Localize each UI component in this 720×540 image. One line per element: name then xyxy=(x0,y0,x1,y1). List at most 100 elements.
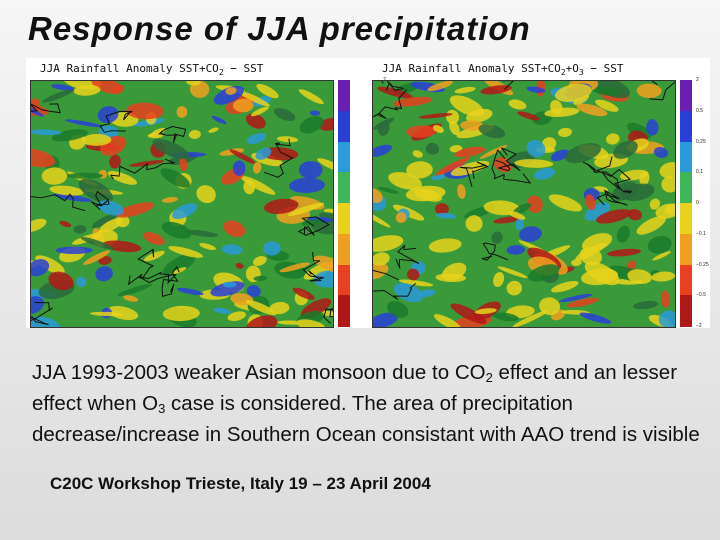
coastline xyxy=(596,189,628,206)
anomaly-blob xyxy=(142,232,165,245)
anomaly-blob xyxy=(252,256,267,266)
anomaly-blob xyxy=(406,161,433,179)
anomaly-blob xyxy=(73,84,101,96)
anomaly-blob xyxy=(395,212,407,224)
coastline xyxy=(109,158,175,180)
anomaly-blob xyxy=(245,299,277,316)
anomaly-blob xyxy=(221,244,243,255)
colorbar-segment xyxy=(338,264,350,296)
anomaly-blob xyxy=(449,145,463,153)
coastline xyxy=(99,110,133,133)
anomaly-blob xyxy=(237,90,271,107)
panel-title-co2-o3: JJA Rainfall Anomaly SST+CO2+O3 − SST xyxy=(382,62,624,78)
anomaly-blob xyxy=(225,87,237,95)
anomaly-blob xyxy=(296,319,326,327)
anomaly-blob xyxy=(627,209,643,221)
anomaly-blob xyxy=(49,185,85,196)
panel-title-co2: JJA Rainfall Anomaly SST+CO2 − SST xyxy=(40,62,264,78)
anomaly-blob xyxy=(235,262,244,269)
anomaly-blob xyxy=(515,217,524,231)
anomaly-blob xyxy=(41,167,68,185)
anomaly-blob xyxy=(129,160,165,167)
anomaly-blob xyxy=(373,144,393,157)
anomaly-blob xyxy=(152,138,190,159)
anomaly-blob xyxy=(65,119,103,128)
anomaly-blob xyxy=(514,159,554,168)
anomaly-blob xyxy=(126,102,164,120)
anomaly-blob xyxy=(435,157,470,176)
anomaly-blob xyxy=(144,250,165,262)
colorbar-segment xyxy=(338,203,350,235)
anomaly-blob xyxy=(592,86,623,96)
anomaly-blob xyxy=(435,273,466,283)
anomaly-blob xyxy=(596,209,632,224)
coastline xyxy=(582,161,620,190)
anomaly-blob xyxy=(150,127,166,137)
anomaly-blob xyxy=(506,245,525,255)
anomaly-blob xyxy=(585,194,596,211)
anomaly-blob xyxy=(373,312,399,327)
anomaly-blob xyxy=(186,81,201,86)
anomaly-blob xyxy=(316,310,333,318)
anomaly-blob xyxy=(406,125,436,138)
anomaly-blob xyxy=(227,311,247,322)
anomaly-blob xyxy=(51,84,74,91)
anomaly-blob xyxy=(659,162,675,179)
anomaly-blob xyxy=(506,280,522,296)
anomaly-blob xyxy=(107,171,138,185)
anomaly-blob xyxy=(80,236,114,250)
colorbar-tick-label: 0 xyxy=(696,200,699,206)
anomaly-blob xyxy=(551,280,579,293)
anomaly-blob xyxy=(251,106,269,117)
colorbar-segment xyxy=(338,80,350,112)
anomaly-blob xyxy=(95,266,113,282)
anomaly-blob xyxy=(579,312,612,324)
anomaly-blob xyxy=(571,259,582,266)
anomaly-blob xyxy=(31,129,62,136)
anomaly-blob xyxy=(160,168,191,188)
colorbar-tick-label: −0.25 xyxy=(696,261,709,268)
anomaly-blob xyxy=(581,268,619,286)
anomaly-blob xyxy=(82,133,112,146)
anomaly-blob xyxy=(48,271,74,291)
anomaly-blob xyxy=(519,226,542,242)
coastline xyxy=(297,216,330,236)
coastline xyxy=(302,252,325,282)
anomaly-blob xyxy=(425,142,440,155)
anomaly-blob xyxy=(246,133,267,145)
coastline xyxy=(158,125,187,143)
anomaly-blob xyxy=(31,296,44,314)
coastline xyxy=(264,138,294,178)
anomaly-blob xyxy=(373,208,391,228)
colorbar-segment xyxy=(680,172,692,204)
anomaly-blob xyxy=(449,95,485,117)
anomaly-blob xyxy=(253,161,262,174)
colorbar-segment xyxy=(338,110,350,142)
colorbar-segment xyxy=(338,141,350,173)
coastline xyxy=(395,244,420,269)
anomaly-blob xyxy=(649,198,661,210)
anomaly-blob xyxy=(558,127,572,137)
colorbar-segment xyxy=(680,233,692,265)
anomaly-blob xyxy=(432,124,444,134)
colorbar-segment xyxy=(680,110,692,142)
anomaly-blob xyxy=(99,218,124,233)
anomaly-blob xyxy=(492,312,519,322)
anomaly-blob xyxy=(115,202,155,218)
anomaly-blob xyxy=(405,185,446,202)
anomaly-blob xyxy=(176,287,204,296)
coastline xyxy=(373,269,399,281)
anomaly-blob xyxy=(123,295,139,302)
coastline xyxy=(90,190,110,210)
anomaly-blob xyxy=(559,293,593,303)
coastline xyxy=(323,308,333,324)
anomaly-blob xyxy=(636,216,666,235)
anomaly-blob xyxy=(627,269,652,284)
anomaly-blob xyxy=(73,225,87,234)
anomaly-blob xyxy=(493,271,505,288)
anomaly-blob xyxy=(298,161,323,179)
anomaly-blob xyxy=(313,255,333,274)
anomaly-blob xyxy=(107,305,139,321)
panel-co2: JJA Rainfall Anomaly SST+CO2 − SST 20.50… xyxy=(26,58,386,329)
workshop-footer: C20C Workshop Trieste, Italy 19 – 23 Apr… xyxy=(50,474,431,493)
